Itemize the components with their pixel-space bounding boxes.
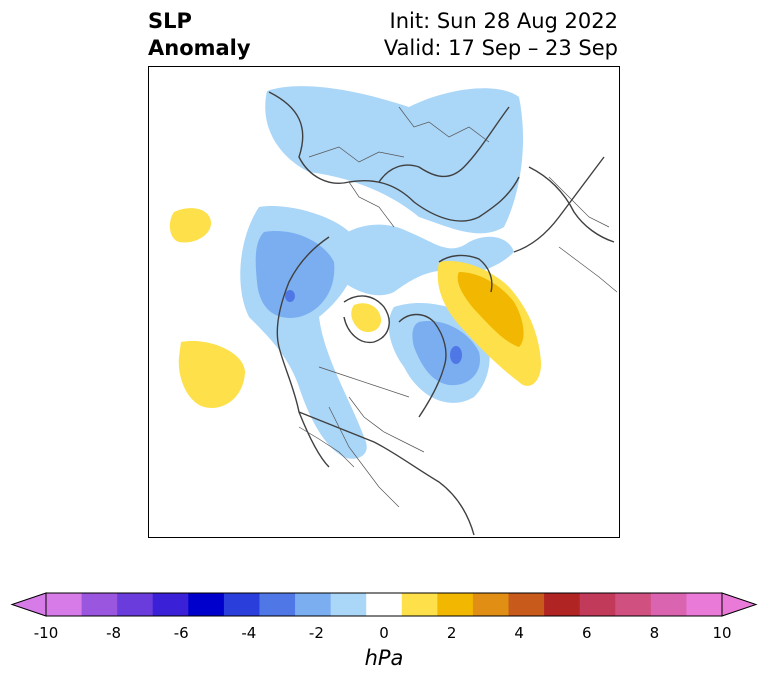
coastlines: [268, 91, 615, 536]
colorbar-swatch: [544, 593, 581, 616]
colorbar-swatch: [330, 593, 367, 616]
colorbar-swatch: [81, 593, 118, 616]
colorbar-swatch: [650, 593, 687, 616]
title-right: Init: Sun 28 Aug 2022 Valid: 17 Sep – 23…: [384, 8, 618, 62]
colorbar-swatch: [188, 593, 225, 616]
colorbar-swatch: [295, 593, 332, 616]
title-left-line1: SLP: [148, 9, 192, 33]
colorbar-svg: [10, 592, 758, 617]
colorbar: [0, 584, 768, 684]
colorbar-swatch: [686, 593, 723, 616]
title-left: SLP Anomaly: [148, 8, 251, 62]
colorbar-label: hPa: [364, 646, 404, 670]
colorbar-border: [45, 592, 723, 617]
colorbar-tick-label: -4: [241, 624, 257, 642]
positive-anomaly-orange: [457, 272, 524, 347]
colorbar-swatch: [615, 593, 652, 616]
colorbar-tick-label: -10: [33, 624, 59, 642]
colorbar-tick-label: 2: [446, 624, 457, 642]
negative-anomaly-core: [285, 290, 462, 364]
colorbar-swatch: [401, 593, 438, 616]
negative-anomaly-mid: [255, 231, 480, 386]
title-left-line2: Anomaly: [148, 36, 251, 60]
anomaly-map: [169, 86, 618, 536]
colorbar-over-arrow: [721, 592, 758, 617]
colorbar-swatch: [508, 593, 545, 616]
colorbar-swatch: [472, 593, 510, 616]
title-right-line2: Valid: 17 Sep – 23 Sep: [383, 36, 618, 60]
colorbar-swatch: [259, 593, 296, 616]
colorbar-tick-label: 8: [649, 624, 660, 642]
colorbar-swatch: [46, 593, 83, 616]
colorbar-swatch: [152, 593, 189, 616]
colorbar-tick-label: 6: [582, 624, 592, 642]
colorbar-tick-label: 0: [379, 624, 389, 642]
colorbar-tick-label: -2: [308, 624, 324, 642]
colorbar-swatch: [117, 593, 154, 616]
political-borders: [298, 106, 618, 508]
colorbar-swatch: [366, 593, 403, 616]
colorbar-swatch: [579, 593, 616, 616]
colorbar-swatch: [223, 593, 260, 616]
colorbar-tick-label: 10: [712, 624, 732, 642]
colorbar-tick-label: -6: [173, 624, 189, 642]
title-right-line1: Init: Sun 28 Aug 2022: [389, 9, 618, 33]
map-frame: [148, 66, 620, 538]
colorbar-tick-label: -8: [106, 624, 122, 642]
colorbar-under-arrow: [10, 592, 47, 617]
colorbar-tick-label: 4: [514, 624, 524, 642]
colorbar-swatch: [437, 593, 474, 616]
